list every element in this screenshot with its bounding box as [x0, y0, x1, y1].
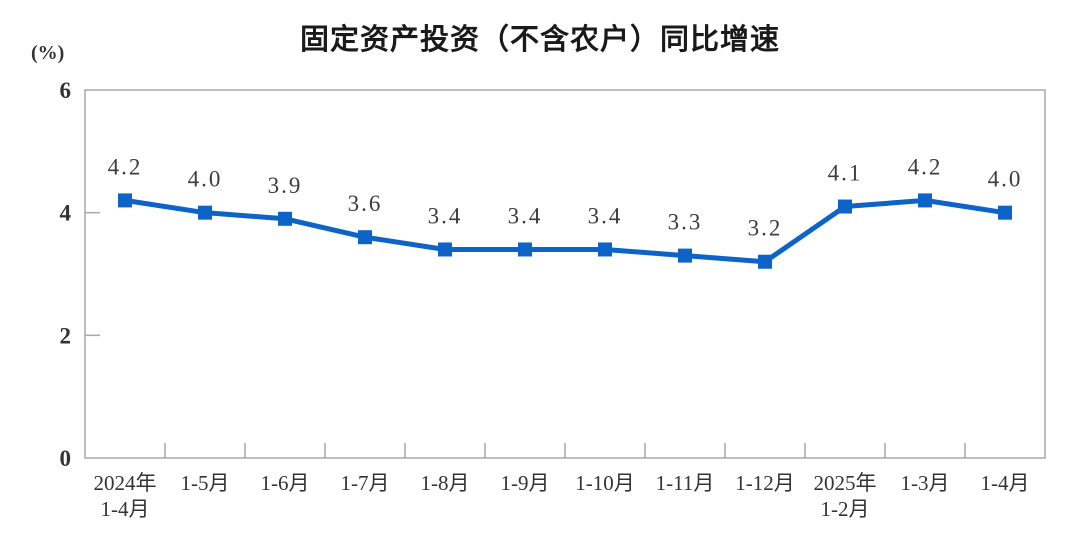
y-axis-tick-label: 2 [60, 323, 72, 348]
x-axis-label: 2025年 [814, 471, 877, 495]
data-point-marker [358, 230, 372, 245]
x-axis-label: 1-4月 [981, 471, 1030, 495]
y-axis-tick-label: 6 [60, 78, 72, 103]
data-point-marker [758, 254, 772, 269]
data-point-label: 3.4 [588, 203, 623, 228]
x-axis-label: 2024年 [94, 471, 157, 495]
data-point-marker [598, 242, 612, 257]
x-axis-label: 1-11月 [656, 471, 715, 495]
y-axis-tick-label: 4 [60, 201, 72, 226]
data-point-label: 3.6 [348, 191, 383, 216]
data-point-label: 4.0 [188, 167, 223, 192]
data-point-label: 3.3 [668, 210, 703, 235]
x-axis-label: 1-7月 [341, 471, 390, 495]
data-point-marker [518, 242, 532, 257]
x-axis-label: 1-6月 [261, 471, 310, 495]
data-point-marker [118, 193, 132, 208]
data-point-label: 4.0 [988, 167, 1023, 192]
data-point-marker [438, 242, 452, 257]
x-axis-label: 1-10月 [575, 471, 635, 495]
series-line [122, 197, 1008, 265]
x-axis-label: 1-3月 [901, 471, 950, 495]
data-point-label: 4.1 [828, 161, 863, 186]
y-axis-unit-label: (%) [31, 42, 65, 64]
data-point-marker [678, 248, 692, 263]
data-point-label: 3.9 [268, 173, 303, 198]
chart-title: 固定资产投资（不含农户）同比增速 [299, 24, 780, 56]
x-axis-label: 1-5月 [181, 471, 230, 495]
data-point-marker [998, 205, 1012, 220]
data-point-marker [198, 205, 212, 220]
x-axis-label: 1-2月 [821, 497, 870, 521]
x-axis-label: 1-9月 [501, 471, 550, 495]
data-point-label: 3.2 [748, 216, 783, 241]
plot-frame [84, 89, 1046, 459]
data-point-marker [838, 199, 852, 214]
x-axis-label: 1-8月 [421, 471, 470, 495]
data-point-label: 4.2 [108, 154, 143, 179]
x-axis-label: 1-4月 [101, 497, 150, 521]
data-point-label: 4.2 [908, 154, 943, 179]
data-point-marker [278, 211, 292, 226]
data-point-label: 3.4 [428, 203, 463, 228]
data-point-label: 3.4 [508, 203, 543, 228]
x-axis-label: 1-12月 [735, 471, 795, 495]
y-axis-tick-label: 0 [60, 446, 72, 471]
data-point-marker [918, 193, 932, 208]
